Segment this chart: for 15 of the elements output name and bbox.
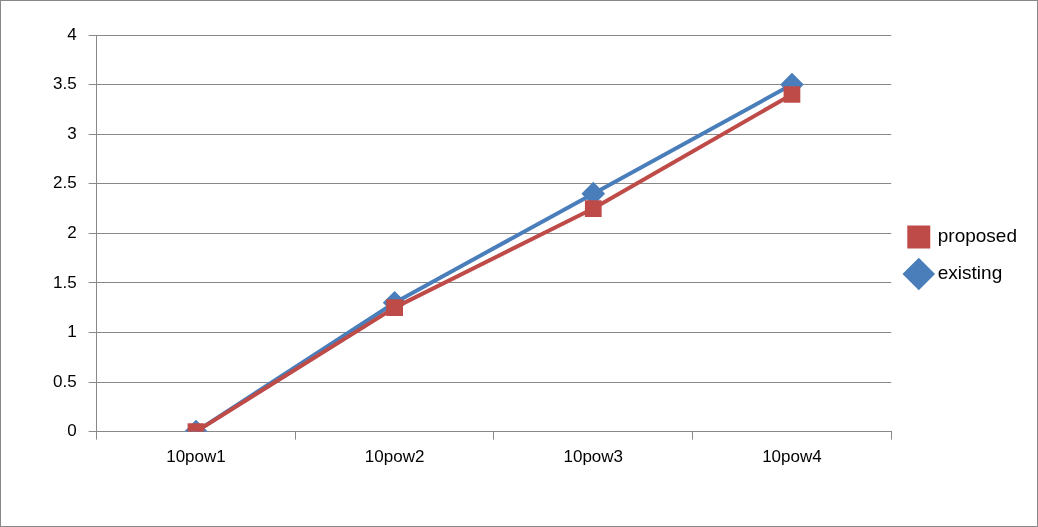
y-tick-label: 1 [67, 322, 77, 342]
y-tick-label: 0 [67, 421, 77, 441]
y-tick-label: 2.5 [52, 173, 77, 193]
y-tick-label: 3 [67, 123, 77, 143]
y-tick-label: 0.5 [52, 371, 77, 391]
x-tick-label: 10pow3 [563, 447, 624, 467]
y-tick-label: 4 [67, 24, 77, 44]
x-tick-label: 10pow4 [762, 447, 822, 467]
legend-label: existing [937, 262, 1003, 284]
legend-label: proposed [937, 225, 1018, 247]
x-tick-label: 10pow2 [364, 447, 425, 467]
y-tick-label: 3.5 [52, 74, 77, 94]
x-tick-label: 10pow1 [166, 447, 226, 467]
y-tick-label: 2 [67, 222, 77, 242]
y-tick-label: 1.5 [52, 272, 77, 292]
